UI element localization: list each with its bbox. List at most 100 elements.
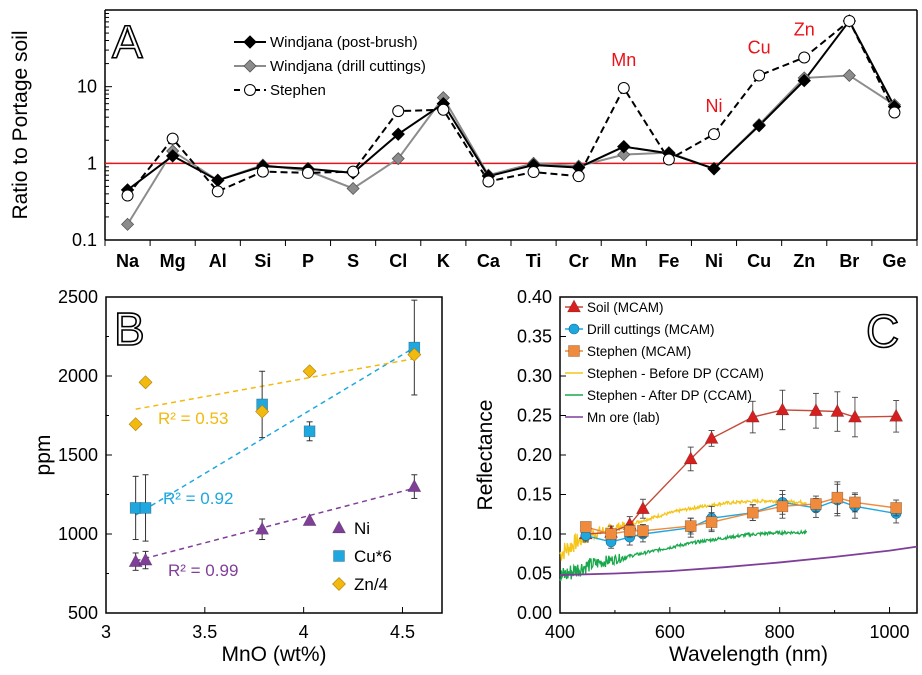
- y-tick-label: 2000: [58, 366, 98, 386]
- y-tick-label: 0.30: [517, 366, 552, 386]
- y-tick-label: 0.15: [517, 485, 552, 505]
- point-stephen-mcam: [605, 528, 617, 540]
- point-ni: [255, 521, 270, 535]
- x-tick-label: 400: [545, 622, 575, 642]
- point-stephen-cu: [753, 69, 766, 82]
- series-line-mn-ore-lab: [559, 545, 918, 576]
- point-stephen-s: [347, 165, 360, 178]
- x-axis-label: Wavelength (nm): [669, 643, 828, 666]
- y-tick-label: 10: [77, 77, 97, 97]
- x-tick-label-al: Al: [209, 251, 227, 271]
- point-zn-4: [138, 375, 153, 390]
- point-windjana-drill-cuttings-mn: [617, 148, 631, 162]
- legend-marker-windjana-drill-cuttings: [243, 59, 257, 73]
- x-tick-label-cl: Cl: [389, 251, 407, 271]
- legend-marker-ni: [331, 520, 347, 534]
- point-zn-4: [128, 417, 143, 432]
- point-stephen-mcam: [684, 520, 697, 532]
- point-stephen-ge: [888, 106, 901, 119]
- point-windjana-post-brush-zn: [797, 73, 811, 88]
- point-soil-mcam: [745, 409, 760, 423]
- legend-marker-zn-4: [332, 577, 346, 591]
- x-tick-label-k: K: [437, 251, 450, 271]
- x-tick-label: 1000: [870, 622, 910, 642]
- point-windjana-post-brush-mn: [617, 139, 631, 154]
- legend-label-stephen: Stephen: [270, 82, 326, 99]
- point-cu-6: [129, 502, 142, 514]
- series-line-stephen: [126, 19, 896, 197]
- legend-marker-windjana-post-brush: [243, 35, 257, 49]
- panel-b: 500 1000 1500 2000 2500 3 3.5 4 4.5 MnO (wt%) ppm R…: [32, 287, 443, 666]
- x-tick-label: 600: [655, 622, 685, 642]
- y-tick-label: 500: [68, 603, 98, 623]
- point-windjana-drill-cuttings-na: [120, 217, 135, 231]
- point-stephen-na: [121, 189, 134, 202]
- point-stephen-mg: [166, 132, 179, 145]
- legend-label-soil-mcam: Soil (MCAM): [587, 300, 664, 315]
- point-soil-mcam: [635, 501, 650, 515]
- r2-label-zn-4: R² = 0.53: [158, 409, 228, 428]
- point-soil-mcam: [683, 451, 698, 465]
- x-tick-label-cu: Cu: [747, 251, 771, 271]
- point-stephen-mcam: [746, 506, 759, 519]
- legend-label-mn-ore-lab: Mn ore (lab): [587, 410, 660, 425]
- y-tick-label: 0.00: [517, 603, 552, 623]
- annotation-zn: Zn: [794, 20, 815, 40]
- annotation-ni: Ni: [706, 96, 723, 116]
- y-tick-label: 1: [87, 153, 97, 173]
- legend-marker-cu-6: [333, 550, 345, 562]
- series-line-windjana-post-brush: [126, 19, 896, 191]
- x-tick-label: 3.5: [192, 622, 217, 642]
- point-windjana-post-brush-ni: [707, 162, 721, 176]
- x-tick-label: 3: [101, 622, 111, 642]
- x-tick-label-ca: Ca: [477, 251, 501, 271]
- y-tick-label: 0.20: [517, 445, 552, 465]
- point-cu-6: [303, 425, 316, 438]
- point-stephen-mcam: [831, 491, 844, 504]
- legend-marker-soil-mcam: [566, 299, 582, 313]
- x-tick-label-p: P: [302, 251, 314, 271]
- point-ni: [302, 512, 317, 526]
- x-tick-label: 800: [765, 622, 795, 642]
- panel-a: 0.1 1 10 Na Mg Al Si P S Cl K Ca Ti Cr Mn Fe Ni Cu Zn Br Ge R…: [9, 9, 918, 271]
- legend-label-stephen-before-dp-ccam: Stephen - Before DP (CCAM): [587, 366, 764, 381]
- y-tick-label: 0.35: [517, 327, 552, 347]
- x-tick-label-si: Si: [254, 251, 271, 271]
- x-tick-label-fe: Fe: [658, 251, 679, 271]
- point-windjana-drill-cuttings-br: [842, 68, 856, 83]
- series-line-windjana-drill-cuttings: [126, 74, 895, 225]
- x-tick-label-na: Na: [116, 251, 140, 271]
- point-zn-4: [255, 404, 270, 419]
- annotation-mn: Mn: [611, 50, 636, 70]
- point-windjana-post-brush-mg: [165, 149, 180, 163]
- point-stephen-mcam: [890, 502, 902, 514]
- x-tick-label-mg: Mg: [160, 251, 186, 271]
- point-stephen-mcam: [810, 498, 822, 510]
- point-stephen-mcam: [623, 525, 636, 537]
- point-soil-mcam: [889, 408, 904, 422]
- x-tick-label-s: S: [347, 251, 359, 271]
- point-stephen-al: [211, 185, 224, 198]
- point-stephen-br: [843, 14, 856, 27]
- point-stephen-mcam: [776, 500, 789, 513]
- point-ni: [407, 478, 422, 492]
- point-windjana-post-brush-cu: [752, 118, 766, 133]
- point-soil-mcam: [808, 403, 823, 417]
- x-tick-label: 4: [299, 622, 309, 642]
- x-tick-label-ti: Ti: [526, 251, 542, 271]
- series-line-stephen-before-dp-ccam: [559, 497, 807, 561]
- legend-marker-stephen: [244, 84, 256, 96]
- annotation-cu: Cu: [748, 37, 771, 57]
- y-axis-label: Reflectance: [474, 400, 497, 511]
- point-stephen-k: [437, 103, 450, 116]
- point-ni: [138, 552, 153, 566]
- fit-line-cu-6: [135, 346, 415, 516]
- point-stephen-mcam: [580, 521, 592, 533]
- x-tick-label: 4.5: [390, 622, 415, 642]
- x-tick-label-zn: Zn: [793, 251, 815, 271]
- point-windjana-post-brush-al: [211, 173, 225, 188]
- x-tick-label-cr: Cr: [569, 251, 589, 271]
- point-stephen-mcam: [705, 516, 718, 528]
- y-tick-label: 0.25: [517, 406, 552, 426]
- r2-label-cu-6: R² = 0.92: [163, 489, 233, 508]
